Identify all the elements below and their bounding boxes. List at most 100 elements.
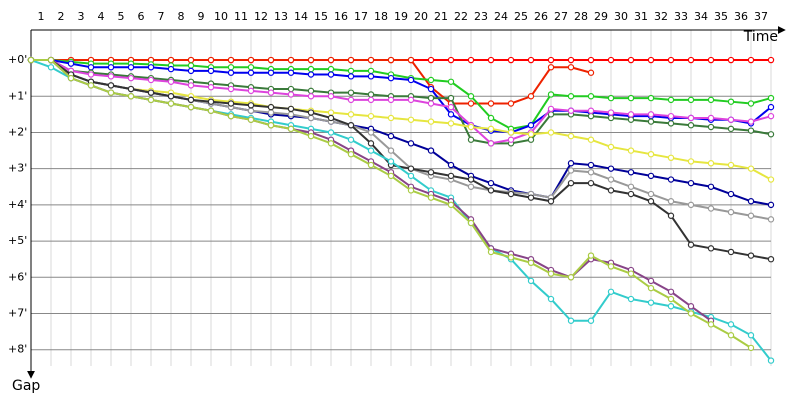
data-point [267, 69, 275, 76]
data-point [467, 56, 475, 64]
data-point [267, 109, 275, 116]
data-point [187, 62, 195, 69]
data-point [707, 205, 715, 212]
x-tick-label: 25 [514, 10, 528, 23]
data-point [527, 131, 535, 138]
data-point [67, 60, 75, 67]
data-point [687, 179, 695, 187]
data-point [187, 82, 195, 89]
data-point [247, 56, 255, 64]
data-point [487, 140, 495, 147]
data-point [767, 216, 775, 223]
data-point [707, 56, 715, 64]
data-point [267, 89, 275, 96]
data-point [547, 64, 555, 71]
data-point [327, 114, 335, 122]
data-point [347, 67, 355, 75]
series-line [31, 59, 772, 130]
data-point [427, 147, 435, 154]
data-point [327, 93, 335, 100]
data-point [547, 295, 555, 303]
series-line [31, 59, 772, 145]
x-tick-label: 34 [694, 10, 708, 23]
data-point [607, 143, 615, 151]
data-point [467, 136, 475, 143]
x-tick-label: 29 [594, 10, 608, 23]
data-point [227, 56, 235, 64]
data-point [747, 118, 755, 125]
x-tick-label: 32 [654, 10, 668, 23]
data-point [407, 96, 415, 104]
data-point [767, 131, 775, 138]
data-point [527, 122, 535, 129]
data-point [187, 103, 195, 111]
data-point [67, 74, 75, 82]
data-point [507, 56, 515, 64]
data-point [647, 277, 655, 285]
data-point [407, 165, 415, 172]
data-point [307, 93, 315, 100]
data-point [487, 248, 495, 256]
x-tick-label: 24 [494, 10, 508, 23]
data-point [707, 160, 715, 167]
data-point [767, 103, 775, 111]
data-point [547, 56, 555, 64]
data-point [427, 169, 435, 176]
data-point [707, 123, 715, 131]
data-point [447, 161, 455, 169]
data-point [747, 344, 755, 352]
data-point [447, 56, 455, 64]
x-tick-label: 36 [734, 10, 748, 23]
data-point [147, 76, 155, 84]
data-point [247, 102, 255, 109]
x-tick-label: 35 [714, 10, 728, 23]
data-point [427, 100, 435, 107]
data-point [647, 284, 655, 292]
data-point [307, 87, 315, 95]
data-point [167, 65, 175, 73]
data-point [527, 277, 535, 285]
data-point [627, 111, 635, 118]
data-point [647, 198, 655, 205]
data-point [727, 208, 735, 216]
data-point [287, 56, 295, 64]
data-point [127, 93, 135, 100]
data-point [267, 103, 275, 111]
data-point [127, 74, 135, 82]
data-point [307, 114, 315, 122]
data-point [147, 89, 155, 96]
data-point [547, 129, 555, 136]
series-line [31, 59, 772, 181]
x-tick-label: 15 [314, 10, 328, 23]
data-point [507, 254, 515, 261]
data-point [387, 96, 395, 104]
data-point [167, 56, 175, 64]
data-point [187, 67, 195, 75]
data-point [407, 172, 415, 180]
data-point [467, 176, 475, 183]
data-point [267, 122, 275, 129]
data-point [567, 179, 575, 187]
data-point [427, 85, 435, 93]
y-tick-label: +0' [8, 53, 27, 66]
data-point [307, 132, 315, 140]
data-point [607, 165, 615, 172]
x-tick-label: 19 [394, 10, 408, 23]
x-tick-label: 11 [234, 10, 248, 23]
data-point [747, 56, 755, 64]
data-point [667, 303, 675, 310]
data-point [187, 96, 195, 104]
data-point [227, 69, 235, 76]
data-point [207, 107, 215, 114]
data-point [287, 111, 295, 118]
data-point [767, 255, 775, 263]
data-point [387, 132, 395, 140]
data-point [667, 212, 675, 219]
data-point [567, 107, 575, 114]
x-tick-label: 13 [274, 10, 288, 23]
data-point [447, 78, 455, 85]
data-point [307, 65, 315, 73]
data-point [587, 161, 595, 169]
data-point [247, 116, 255, 123]
data-point [527, 56, 535, 64]
